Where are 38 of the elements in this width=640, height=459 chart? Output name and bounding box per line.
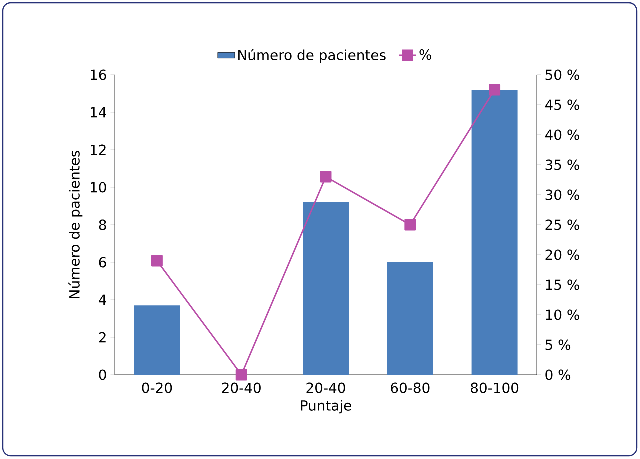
y2-tick-label: 35 % bbox=[546, 160, 580, 170]
y2-tick-label: 40 % bbox=[545, 130, 580, 140]
y-tick-label: 16 bbox=[91, 70, 106, 80]
y2-tick-label: 5 % bbox=[546, 340, 571, 350]
point bbox=[489, 84, 501, 96]
point bbox=[320, 171, 332, 183]
bar bbox=[303, 202, 349, 375]
y-tick-label: 8 bbox=[99, 220, 106, 230]
legend-label: Número de pacientes bbox=[238, 49, 386, 64]
y2-tick-label: 50 % bbox=[546, 70, 580, 80]
y2-tick-label: 20 % bbox=[546, 250, 580, 260]
x-axis-title: Puntaje bbox=[301, 400, 352, 414]
x-tick-label: 20-40 bbox=[306, 382, 346, 394]
y2-tick-label: 45 % bbox=[545, 100, 580, 110]
x-tick-label: 60-80 bbox=[391, 382, 430, 394]
y2-tick-label: 30 % bbox=[546, 190, 580, 200]
y-tick-label: 10 bbox=[91, 182, 106, 193]
x-tick-label: 0-20 bbox=[142, 382, 172, 394]
y2-tick-label: 25 % bbox=[546, 220, 580, 230]
y-tick-label: 14 bbox=[91, 107, 106, 118]
point bbox=[236, 369, 248, 381]
legend-label: % bbox=[420, 50, 432, 60]
x-tick-label: 80-100 bbox=[471, 382, 519, 394]
y2-tick-label: 15 % bbox=[546, 280, 580, 290]
point bbox=[404, 219, 416, 231]
y-tick-label: 6 bbox=[99, 257, 106, 268]
x-tick-label: 20-40 bbox=[222, 382, 261, 394]
y-tick-label: 0 bbox=[99, 370, 106, 380]
y-tick-label: 4 bbox=[99, 294, 106, 306]
bar bbox=[387, 262, 434, 375]
y-tick-label: 12 bbox=[91, 144, 106, 156]
bar bbox=[472, 90, 518, 375]
y2-tick-label: 10 % bbox=[546, 310, 580, 320]
y-axis-title: Número de pacientes bbox=[68, 150, 83, 298]
y2-tick-label: 0 % bbox=[546, 370, 571, 380]
point bbox=[151, 255, 163, 267]
y-tick-label: 2 bbox=[99, 332, 106, 343]
bar bbox=[134, 306, 180, 375]
